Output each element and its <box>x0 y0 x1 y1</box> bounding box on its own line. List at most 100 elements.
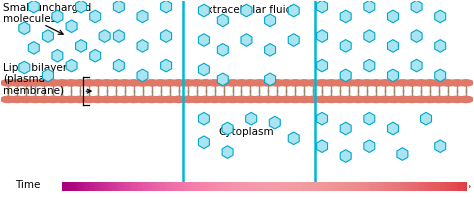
Polygon shape <box>288 34 299 46</box>
Circle shape <box>351 96 365 103</box>
Text: Time: Time <box>15 180 40 189</box>
Polygon shape <box>387 40 399 52</box>
Polygon shape <box>364 140 375 152</box>
Circle shape <box>243 80 258 86</box>
Polygon shape <box>218 14 228 27</box>
Circle shape <box>55 80 70 86</box>
Circle shape <box>431 80 447 86</box>
Circle shape <box>378 80 392 86</box>
Circle shape <box>270 96 285 103</box>
Polygon shape <box>387 69 399 82</box>
Circle shape <box>153 96 168 103</box>
Circle shape <box>440 80 456 86</box>
Polygon shape <box>75 0 87 13</box>
Text: Extracellular fluid: Extracellular fluid <box>201 5 292 15</box>
Circle shape <box>162 80 177 86</box>
Polygon shape <box>317 112 328 125</box>
Circle shape <box>135 96 150 103</box>
Polygon shape <box>218 44 228 56</box>
Circle shape <box>324 80 339 86</box>
Circle shape <box>153 80 168 86</box>
Circle shape <box>100 96 114 103</box>
Circle shape <box>216 80 231 86</box>
Circle shape <box>36 96 52 103</box>
Circle shape <box>243 96 258 103</box>
Polygon shape <box>264 14 275 27</box>
Polygon shape <box>364 0 375 13</box>
Polygon shape <box>90 50 100 62</box>
Circle shape <box>82 96 96 103</box>
Circle shape <box>297 96 312 103</box>
Polygon shape <box>364 30 375 42</box>
Polygon shape <box>317 59 328 72</box>
Circle shape <box>261 96 276 103</box>
Polygon shape <box>66 20 77 32</box>
Circle shape <box>422 96 438 103</box>
Circle shape <box>109 96 123 103</box>
Circle shape <box>180 80 195 86</box>
Polygon shape <box>435 140 446 152</box>
Polygon shape <box>113 59 124 72</box>
Circle shape <box>333 96 348 103</box>
Polygon shape <box>411 59 422 72</box>
Circle shape <box>315 80 330 86</box>
Polygon shape <box>43 69 54 82</box>
Polygon shape <box>340 69 351 82</box>
Polygon shape <box>411 30 422 42</box>
Polygon shape <box>435 10 446 23</box>
Polygon shape <box>264 73 275 86</box>
Polygon shape <box>137 69 148 82</box>
Polygon shape <box>420 112 431 125</box>
Circle shape <box>449 96 465 103</box>
Circle shape <box>386 80 401 86</box>
Circle shape <box>216 96 231 103</box>
Polygon shape <box>199 112 210 125</box>
Circle shape <box>225 80 240 86</box>
Circle shape <box>279 96 294 103</box>
Circle shape <box>252 80 267 86</box>
Polygon shape <box>246 112 256 125</box>
Circle shape <box>279 80 294 86</box>
Polygon shape <box>43 30 54 42</box>
Circle shape <box>18 96 34 103</box>
Polygon shape <box>66 59 77 72</box>
Polygon shape <box>218 73 228 86</box>
Circle shape <box>73 80 88 86</box>
Polygon shape <box>397 148 408 160</box>
Circle shape <box>91 96 105 103</box>
Polygon shape <box>199 136 210 148</box>
Polygon shape <box>161 0 172 13</box>
Circle shape <box>369 96 383 103</box>
Polygon shape <box>113 30 124 42</box>
Circle shape <box>118 96 132 103</box>
Circle shape <box>306 80 321 86</box>
Polygon shape <box>387 122 399 135</box>
Circle shape <box>333 80 348 86</box>
Circle shape <box>404 80 419 86</box>
Circle shape <box>458 80 474 86</box>
Circle shape <box>297 80 312 86</box>
Circle shape <box>64 96 79 103</box>
Circle shape <box>431 96 447 103</box>
Polygon shape <box>340 122 351 135</box>
Circle shape <box>342 96 356 103</box>
Circle shape <box>342 80 356 86</box>
Polygon shape <box>19 22 30 34</box>
Circle shape <box>395 80 410 86</box>
Polygon shape <box>90 10 100 23</box>
Polygon shape <box>99 30 110 42</box>
Circle shape <box>207 96 222 103</box>
Polygon shape <box>199 34 210 46</box>
Polygon shape <box>387 10 399 23</box>
Circle shape <box>378 96 392 103</box>
Circle shape <box>395 96 410 103</box>
Text: Small uncharged
molecules: Small uncharged molecules <box>3 3 91 24</box>
Circle shape <box>261 80 276 86</box>
Circle shape <box>413 80 428 86</box>
Polygon shape <box>288 132 299 145</box>
Polygon shape <box>28 42 39 54</box>
Circle shape <box>360 80 374 86</box>
Circle shape <box>234 80 249 86</box>
Circle shape <box>369 80 383 86</box>
Polygon shape <box>340 10 351 23</box>
